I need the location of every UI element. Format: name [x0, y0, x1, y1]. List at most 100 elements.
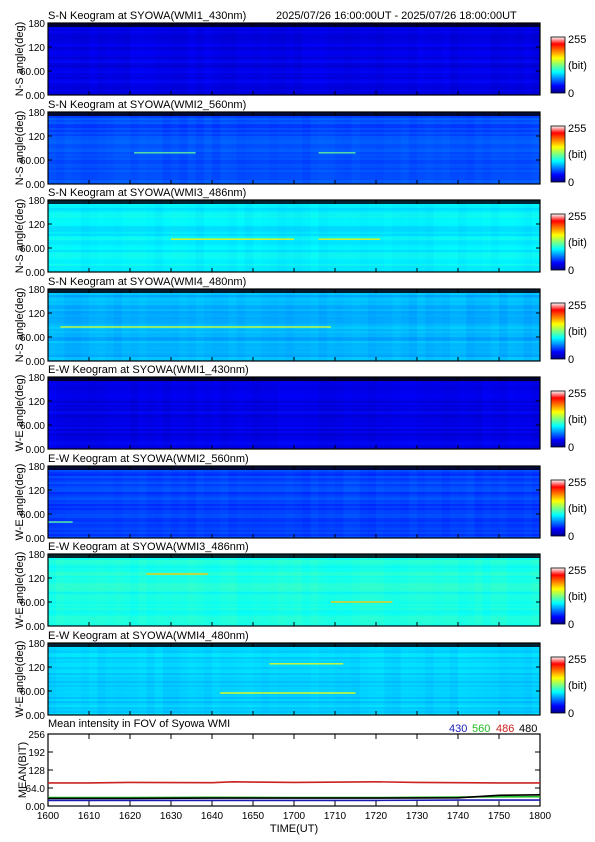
- colorbar-min-label: 0: [568, 354, 574, 366]
- y-tick-label: 60.00: [20, 156, 45, 167]
- colorbar: 255 (bit) 0: [550, 565, 587, 631]
- keogram-ylabel: N-S angle(deg): [14, 288, 26, 363]
- mean-axis-ticks: 1600 1610 1620 1630 1640 1650 1700 1710 1720 1730…: [26, 730, 552, 822]
- keogram-title: S-N Keogram at SYOWA(WMI2_560nm): [48, 99, 246, 111]
- y-tick-label: 180: [28, 462, 45, 473]
- colorbar-unit-label: (bit): [568, 503, 587, 515]
- keogram-ylabel: W-E angle(deg): [14, 375, 26, 452]
- keogram-heatmap: [48, 466, 541, 539]
- colorbar-max-label: 255: [568, 565, 586, 577]
- y-tick-label: 120: [28, 397, 45, 408]
- colorbar-min-label: 0: [568, 265, 574, 277]
- colorbar-unit-label: (bit): [568, 237, 587, 249]
- colorbar: 255 (bit) 0: [550, 123, 587, 189]
- keogram-ylabel: N-S angle(deg): [14, 22, 26, 97]
- keogram-title: S-N Keogram at SYOWA(WMI1_430nm): [48, 10, 246, 22]
- keogram-heatmap: [48, 200, 541, 273]
- y-tick-label: 180: [28, 196, 45, 207]
- keogram-title: E-W Keogram at SYOWA(WMI3_486nm): [48, 541, 249, 553]
- colorbar-unit-label: (bit): [568, 414, 587, 426]
- mean-y-tick-label: 64.0: [26, 784, 46, 795]
- keogram-panel-5: E-W Keogram at SYOWA(WMI1_430nm)180 120 60…: [14, 364, 587, 456]
- x-tick-label: 1750: [488, 811, 511, 822]
- y-tick-label: 180: [28, 550, 45, 561]
- x-tick-label: 1710: [324, 811, 347, 822]
- colorbar-min-label: 0: [568, 442, 574, 454]
- colorbar-max-label: 255: [568, 388, 586, 400]
- colorbar: 255 (bit) 0: [550, 34, 587, 100]
- y-tick-label: 120: [28, 309, 45, 320]
- colorbar: 255 (bit) 0: [550, 654, 587, 720]
- y-tick-label: 60.00: [20, 67, 45, 78]
- colorbar-max-label: 255: [568, 211, 586, 223]
- colorbar-min-label: 0: [568, 708, 574, 720]
- y-tick-label: 180: [28, 108, 45, 119]
- colorbar: 255 (bit) 0: [550, 300, 587, 366]
- colorbar-unit-label: (bit): [568, 680, 587, 692]
- x-tick-label: 1650: [242, 811, 265, 822]
- colorbar-max-label: 255: [568, 654, 586, 666]
- mean-series-480: [48, 794, 541, 800]
- colorbar-min-label: 0: [568, 619, 574, 631]
- mean-plot-frame: [47, 733, 541, 807]
- keogram-ylabel: W-E angle(deg): [14, 552, 26, 629]
- keogram-ylabel: W-E angle(deg): [14, 464, 26, 541]
- y-tick-label: 60.00: [20, 510, 45, 521]
- colorbar: 255 (bit) 0: [550, 477, 587, 543]
- x-tick-label: 1610: [78, 811, 101, 822]
- colorbar-unit-label: (bit): [568, 60, 587, 72]
- x-tick-label: 1600: [37, 811, 60, 822]
- y-tick-label: 60.00: [20, 244, 45, 255]
- legend-486: 486: [496, 723, 514, 735]
- colorbar-min-label: 0: [568, 177, 574, 189]
- legend-560: 560: [472, 723, 490, 735]
- mean-series-486: [48, 780, 540, 784]
- keogram-heatmap: [48, 554, 541, 627]
- mean-legend: 430 560 486 480: [449, 723, 537, 735]
- y-tick-label: 120: [28, 486, 45, 497]
- mean-y-tick-label: 256: [28, 730, 45, 741]
- y-tick-label: 120: [28, 574, 45, 585]
- y-tick-label: 180: [28, 285, 45, 296]
- x-tick-label: 1720: [365, 811, 388, 822]
- mean-ylabel: MEAN(BIT): [17, 742, 29, 798]
- time-range-header: 2025/07/26 16:00:00UT - 2025/07/26 18:00…: [276, 10, 517, 22]
- colorbar-max-label: 255: [568, 123, 586, 135]
- x-tick-label: 1700: [283, 811, 306, 822]
- y-tick-label: 120: [28, 663, 45, 674]
- keogram-heatmap: [48, 112, 541, 185]
- x-tick-label: 1730: [406, 811, 429, 822]
- colorbar-unit-label: (bit): [568, 591, 587, 603]
- keogram-title: S-N Keogram at SYOWA(WMI4_480nm): [48, 276, 246, 288]
- colorbar-unit-label: (bit): [568, 149, 587, 161]
- colorbar-min-label: 0: [568, 88, 574, 100]
- y-tick-label: 0.00: [26, 711, 46, 722]
- keogram-heatmap: [48, 377, 541, 450]
- keogram-title: E-W Keogram at SYOWA(WMI1_430nm): [48, 364, 249, 376]
- colorbar: 255 (bit) 0: [550, 388, 587, 454]
- y-tick-label: 0.00: [26, 445, 46, 456]
- colorbar: 255 (bit) 0: [550, 211, 587, 277]
- colorbar-max-label: 255: [568, 300, 586, 312]
- y-tick-label: 120: [28, 132, 45, 143]
- keogram-ylabel: N-S angle(deg): [14, 199, 26, 274]
- legend-430: 430: [449, 723, 467, 735]
- keogram-title: E-W Keogram at SYOWA(WMI2_560nm): [48, 453, 249, 465]
- keogram-panel-2: S-N Keogram at SYOWA(WMI2_560nm)180 120 60…: [14, 99, 587, 191]
- y-tick-label: 60.00: [20, 421, 45, 432]
- y-tick-label: 0.00: [26, 268, 46, 279]
- keogram-ylabel: W-E angle(deg): [14, 641, 26, 718]
- keogram-panel-7: E-W Keogram at SYOWA(WMI3_486nm)180 120 60…: [14, 541, 587, 633]
- keogram-panel-8: E-W Keogram at SYOWA(WMI4_480nm)180 120 60…: [14, 630, 587, 722]
- y-tick-label: 0.00: [26, 622, 46, 633]
- keogram-heatmap: [48, 289, 541, 362]
- colorbar-max-label: 255: [568, 34, 586, 46]
- mean-plot-title: Mean intensity in FOV of Syowa WMI: [48, 718, 230, 730]
- y-tick-label: 60.00: [20, 598, 45, 609]
- y-tick-label: 180: [28, 639, 45, 650]
- x-tick-label: 1640: [201, 811, 224, 822]
- mean-y-tick-label: 192: [28, 748, 45, 759]
- y-tick-label: 180: [28, 19, 45, 30]
- y-tick-label: 180: [28, 373, 45, 384]
